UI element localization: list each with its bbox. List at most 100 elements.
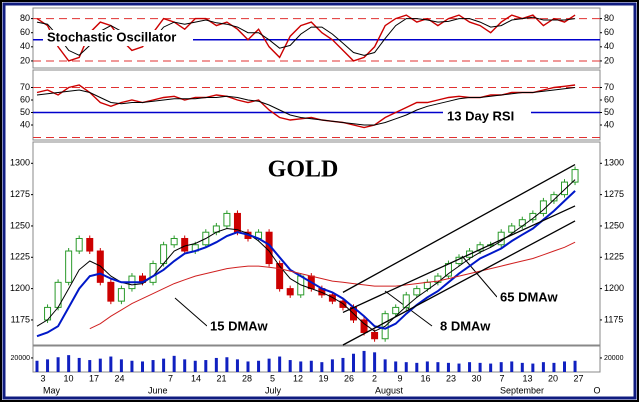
x-tick-label: 7 (499, 373, 504, 383)
volume-bar (404, 362, 408, 372)
x-tick-label: 27 (573, 373, 583, 383)
volume-bar (162, 358, 166, 372)
x-tick-label: 2 (372, 373, 377, 383)
trend-line (342, 205, 576, 314)
label-bg (43, 30, 193, 46)
y-tick-label: 1200 (10, 283, 30, 293)
stochastic-panel (32, 7, 601, 69)
volume-bar (172, 355, 176, 372)
volume-bar (541, 362, 545, 372)
volume-bar (98, 358, 102, 372)
series-label: 65 DMAw (500, 289, 558, 304)
y-tick-label-right: 40 (604, 41, 614, 51)
x-month-label: O (593, 385, 600, 395)
y-tick-label: 20 (20, 55, 30, 65)
y-tick-label-right: 1300 (604, 158, 624, 168)
y-tick-label-right: 40 (604, 119, 614, 129)
volume-bar (130, 360, 134, 372)
x-tick-label: 7 (168, 373, 173, 383)
x-tick-label: 5 (270, 373, 275, 383)
volume-bar (309, 360, 313, 372)
y-tick-label-right: 70 (604, 82, 614, 92)
volume-bar (468, 362, 472, 372)
y-tick-label: 1225 (10, 252, 30, 262)
x-tick-label: 14 (191, 373, 201, 383)
x-tick-label: 3 (40, 373, 45, 383)
volume-bar (257, 360, 261, 372)
chart-title: GOLD (268, 157, 339, 183)
candle-body (328, 294, 336, 302)
volume-bar (151, 360, 155, 372)
volume-bar (320, 362, 324, 372)
volume-bar (457, 363, 461, 372)
y-tick-label: 1275 (10, 189, 30, 199)
leader-8 (384, 290, 433, 327)
volume-bar (67, 355, 71, 372)
series-line (36, 179, 576, 332)
y-tick-label-right: 1250 (604, 220, 624, 230)
volume-bar (225, 357, 229, 372)
series-line (89, 241, 576, 330)
x-tick-label: 26 (344, 373, 354, 383)
y-tick-label: 50 (20, 107, 30, 117)
y-tick-label: 1175 (11, 314, 30, 324)
volume-bar (499, 362, 503, 372)
candle-body (392, 306, 400, 315)
candle-body (286, 288, 294, 296)
y-tick-label: 20000 (11, 355, 31, 362)
volume-bar (352, 353, 355, 372)
y-tick-label-right: 80 (604, 13, 614, 23)
price-panel (32, 141, 601, 346)
volume-bar (394, 361, 398, 372)
volume-bar (425, 361, 429, 372)
candle-body (339, 300, 347, 308)
volume-bar (478, 362, 482, 372)
y-tick-label-right: 1225 (604, 252, 624, 262)
y-tick-label-right: 20 (604, 55, 614, 65)
x-tick-label: 9 (397, 373, 402, 383)
volume-bar (77, 357, 81, 372)
volume-bar (119, 359, 123, 372)
volume-bar (341, 357, 345, 372)
volume-bar (563, 361, 566, 372)
candle-body (170, 237, 178, 246)
volume-bar (489, 363, 493, 372)
y-tick-label: 70 (20, 82, 30, 92)
x-tick-label: 16 (420, 373, 430, 383)
volume-bar (299, 361, 303, 372)
candle-body (86, 237, 94, 252)
volume-bar (510, 361, 514, 372)
panel-frames (32, 7, 601, 373)
y-tick-label: 40 (20, 119, 30, 129)
x-month-label: July (265, 385, 282, 395)
leader-15 (461, 255, 498, 298)
volume-bar (267, 358, 271, 372)
trend-line (342, 163, 576, 293)
trend-line (342, 220, 576, 346)
volume-bar (88, 360, 92, 372)
x-month-label: May (43, 385, 61, 395)
x-tick-label: 13 (522, 373, 532, 383)
candle-body (371, 331, 379, 340)
panel-title: Stochastic Oscillator (47, 29, 176, 44)
volume-bar (415, 362, 419, 372)
volume-bar (235, 359, 239, 372)
y-tick-label: 60 (20, 94, 30, 104)
volume-bar (362, 350, 366, 372)
candle-body (223, 212, 231, 227)
y-tick-label-right: 1275 (604, 189, 624, 199)
y-tick-label-right: 60 (604, 27, 614, 37)
candle-body (571, 169, 579, 183)
x-tick-label: 12 (293, 373, 303, 383)
label-bg (207, 319, 279, 335)
x-tick-label: 24 (114, 373, 124, 383)
candle-body (423, 281, 431, 290)
volume-bar (109, 356, 113, 372)
y-tick-label-right: 1200 (604, 283, 624, 293)
volume-bar (193, 360, 197, 372)
candle-body (402, 294, 410, 308)
y-tick-label: 80 (20, 13, 30, 23)
y-tick-label: 1250 (10, 220, 30, 230)
